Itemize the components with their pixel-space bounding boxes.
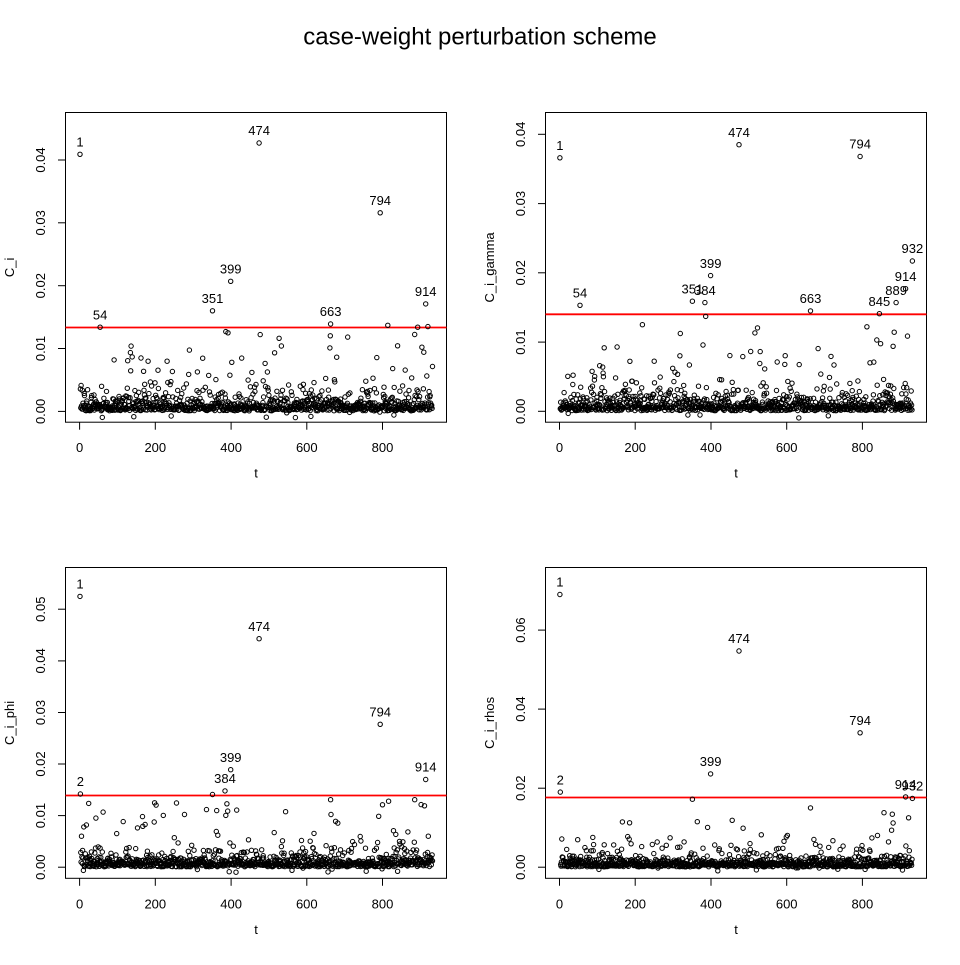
svg-text:400: 400 (220, 440, 242, 455)
svg-text:2: 2 (77, 774, 84, 789)
svg-text:400: 400 (700, 896, 722, 911)
svg-text:t: t (734, 922, 738, 937)
svg-text:0.01: 0.01 (513, 329, 528, 354)
svg-text:0.04: 0.04 (513, 122, 528, 147)
svg-text:474: 474 (248, 123, 270, 138)
svg-text:794: 794 (849, 713, 871, 728)
svg-text:800: 800 (852, 440, 874, 455)
svg-text:0.00: 0.00 (33, 399, 48, 424)
svg-text:1: 1 (76, 577, 83, 592)
svg-text:200: 200 (624, 440, 646, 455)
svg-text:399: 399 (220, 750, 242, 765)
svg-text:384: 384 (214, 771, 236, 786)
svg-text:914: 914 (415, 760, 437, 775)
svg-text:1: 1 (556, 138, 563, 153)
svg-text:399: 399 (220, 262, 242, 277)
svg-text:794: 794 (369, 705, 391, 720)
svg-text:0.03: 0.03 (33, 210, 48, 235)
svg-text:1: 1 (76, 135, 83, 150)
svg-text:600: 600 (296, 440, 318, 455)
svg-text:845: 845 (869, 294, 891, 309)
svg-text:C_i_gamma: C_i_gamma (482, 232, 497, 303)
svg-text:0.00: 0.00 (513, 855, 528, 880)
svg-text:t: t (254, 922, 258, 937)
svg-text:C_i_phi: C_i_phi (2, 701, 17, 745)
svg-text:474: 474 (728, 125, 750, 140)
svg-text:351: 351 (682, 281, 704, 296)
svg-text:t: t (254, 466, 258, 481)
svg-text:0: 0 (76, 896, 83, 911)
svg-text:2: 2 (557, 772, 564, 787)
svg-text:600: 600 (776, 440, 798, 455)
svg-text:351: 351 (202, 291, 224, 306)
svg-text:0.02: 0.02 (513, 776, 528, 801)
svg-text:663: 663 (800, 291, 822, 306)
svg-text:0: 0 (76, 440, 83, 455)
svg-text:C_i: C_i (2, 258, 17, 278)
svg-text:0.06: 0.06 (513, 617, 528, 642)
svg-text:case-weight perturbation schem: case-weight perturbation scheme (303, 24, 657, 51)
svg-text:384: 384 (694, 283, 716, 298)
svg-text:663: 663 (320, 304, 342, 319)
svg-text:0.01: 0.01 (33, 336, 48, 361)
svg-text:794: 794 (369, 193, 391, 208)
svg-text:400: 400 (220, 896, 242, 911)
svg-text:0.00: 0.00 (513, 399, 528, 424)
svg-text:0.02: 0.02 (33, 751, 48, 776)
svg-text:C_i_rhos: C_i_rhos (482, 696, 497, 749)
svg-text:0.00: 0.00 (33, 855, 48, 880)
svg-text:200: 200 (144, 440, 166, 455)
svg-text:0.03: 0.03 (513, 191, 528, 216)
svg-text:800: 800 (852, 896, 874, 911)
svg-text:914: 914 (895, 269, 917, 284)
svg-text:0.04: 0.04 (33, 648, 48, 673)
svg-text:889: 889 (885, 283, 907, 298)
svg-text:474: 474 (728, 631, 750, 646)
svg-text:1: 1 (556, 575, 563, 590)
svg-text:399: 399 (700, 754, 722, 769)
svg-text:200: 200 (144, 896, 166, 911)
svg-text:932: 932 (902, 779, 924, 794)
svg-text:0: 0 (556, 896, 563, 911)
svg-text:0.03: 0.03 (33, 700, 48, 725)
svg-text:400: 400 (700, 440, 722, 455)
svg-text:932: 932 (902, 241, 924, 256)
svg-text:474: 474 (248, 619, 270, 634)
svg-text:54: 54 (573, 286, 587, 301)
svg-text:0: 0 (556, 440, 563, 455)
svg-text:600: 600 (776, 896, 798, 911)
svg-text:800: 800 (372, 440, 394, 455)
svg-text:0.02: 0.02 (513, 260, 528, 285)
svg-text:399: 399 (700, 256, 722, 271)
svg-text:0.02: 0.02 (33, 273, 48, 298)
svg-text:200: 200 (624, 896, 646, 911)
svg-text:600: 600 (296, 896, 318, 911)
svg-text:0.04: 0.04 (33, 147, 48, 172)
svg-text:914: 914 (415, 284, 437, 299)
svg-text:800: 800 (372, 896, 394, 911)
svg-text:t: t (734, 466, 738, 481)
svg-text:0.01: 0.01 (33, 803, 48, 828)
svg-text:54: 54 (93, 307, 107, 322)
svg-text:794: 794 (849, 137, 871, 152)
svg-text:0.04: 0.04 (513, 696, 528, 721)
svg-text:0.05: 0.05 (33, 597, 48, 622)
svg-text:914: 914 (895, 777, 917, 792)
